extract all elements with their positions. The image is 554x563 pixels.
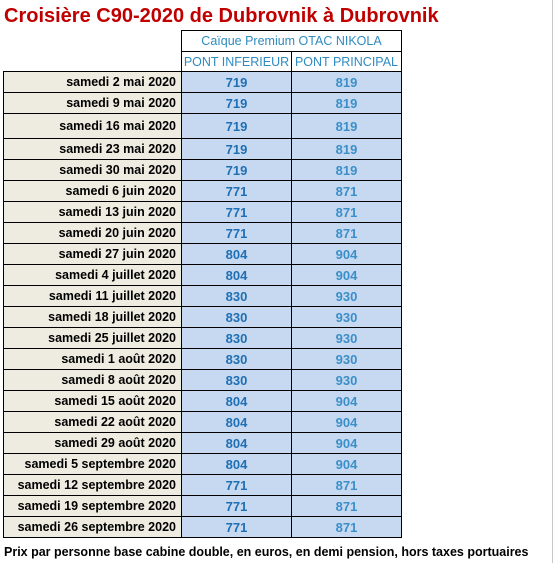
departure-date-cell: samedi 12 septembre 2020 [3,474,182,496]
table-row: samedi 2 mai 2020 719 819 [3,71,402,93]
footer-note: Prix par personne base cabine double, en… [4,545,529,559]
departure-date-cell: samedi 23 mai 2020 [3,138,182,160]
table-row: samedi 22 août 2020 804 904 [3,411,402,433]
price-main-deck-cell: 871 [291,180,402,202]
price-lower-deck-cell: 719 [181,92,292,114]
price-main-deck-cell: 871 [291,495,402,517]
departure-date-cell: samedi 16 mai 2020 [3,113,182,139]
table-row: samedi 11 juillet 2020 830 930 [3,285,402,307]
departure-date-cell: samedi 2 mai 2020 [3,71,182,93]
price-main-deck-cell: 871 [291,516,402,538]
table-row: samedi 27 juin 2020 804 904 [3,243,402,265]
price-lower-deck-cell: 804 [181,411,292,433]
departure-date-cell: samedi 26 septembre 2020 [3,516,182,538]
departure-date-cell: samedi 29 août 2020 [3,432,182,454]
departure-date-cell: samedi 30 mai 2020 [3,159,182,181]
table-row: samedi 23 mai 2020 719 819 [3,138,402,160]
table-row: samedi 20 juin 2020 771 871 [3,222,402,244]
departure-date-cell: samedi 22 août 2020 [3,411,182,433]
departure-date-cell: samedi 13 juin 2020 [3,201,182,223]
departure-date-cell: samedi 9 mai 2020 [3,92,182,114]
departure-date-cell: samedi 11 juillet 2020 [3,285,182,307]
table-row: samedi 13 juin 2020 771 871 [3,201,402,223]
table-row: samedi 30 mai 2020 719 819 [3,159,402,181]
price-main-deck-cell: 904 [291,390,402,412]
price-lower-deck-cell: 830 [181,348,292,370]
page-title: Croisière C90-2020 de Dubrovnik à Dubrov… [4,5,439,27]
price-lower-deck-cell: 771 [181,474,292,496]
price-lower-deck-cell: 771 [181,222,292,244]
departure-date-cell: samedi 15 août 2020 [3,390,182,412]
price-lower-deck-cell: 830 [181,327,292,349]
price-table: Caïque Premium OTAC NIKOLA PONT INFERIEU… [3,30,402,538]
price-main-deck-cell: 930 [291,369,402,391]
table-row: samedi 26 septembre 2020 771 871 [3,516,402,538]
price-main-deck-cell: 904 [291,411,402,433]
price-main-deck-cell: 904 [291,243,402,265]
departure-date-cell: samedi 19 septembre 2020 [3,495,182,517]
price-main-deck-cell: 871 [291,474,402,496]
price-main-deck-cell: 904 [291,264,402,286]
departure-date-cell: samedi 8 août 2020 [3,369,182,391]
price-lower-deck-cell: 804 [181,264,292,286]
table-row: samedi 5 septembre 2020 804 904 [3,453,402,475]
departure-date-cell: samedi 1 août 2020 [3,348,182,370]
departure-date-cell: samedi 18 juillet 2020 [3,306,182,328]
price-lower-deck-cell: 719 [181,113,292,139]
price-main-deck-cell: 819 [291,71,402,93]
price-lower-deck-cell: 719 [181,159,292,181]
table-row: samedi 1 août 2020 830 930 [3,348,402,370]
price-main-deck-cell: 904 [291,453,402,475]
column-header-lower-deck: PONT INFERIEUR [181,51,292,72]
price-lower-deck-cell: 830 [181,285,292,307]
table-row: samedi 6 juin 2020 771 871 [3,180,402,202]
price-lower-deck-cell: 804 [181,243,292,265]
price-lower-deck-cell: 771 [181,516,292,538]
table-row: samedi 9 mai 2020 719 819 [3,92,402,114]
table-row: samedi 15 août 2020 804 904 [3,390,402,412]
price-main-deck-cell: 819 [291,159,402,181]
price-main-deck-cell: 819 [291,113,402,139]
table-row: samedi 19 septembre 2020 771 871 [3,495,402,517]
table-row: samedi 29 août 2020 804 904 [3,432,402,454]
price-main-deck-cell: 871 [291,201,402,223]
departure-date-cell: samedi 27 juin 2020 [3,243,182,265]
price-main-deck-cell: 819 [291,138,402,160]
table-row: samedi 4 juillet 2020 804 904 [3,264,402,286]
header-spacer [3,30,182,52]
departure-date-cell: samedi 25 juillet 2020 [3,327,182,349]
price-main-deck-cell: 930 [291,327,402,349]
departure-date-cell: samedi 6 juin 2020 [3,180,182,202]
price-lower-deck-cell: 771 [181,201,292,223]
table-row: samedi 16 mai 2020 719 819 [3,113,402,139]
table-row: samedi 25 juillet 2020 830 930 [3,327,402,349]
sheet-gridline [552,0,553,563]
price-lower-deck-cell: 719 [181,71,292,93]
price-main-deck-cell: 930 [291,348,402,370]
price-lower-deck-cell: 771 [181,180,292,202]
table-row: samedi 18 juillet 2020 830 930 [3,306,402,328]
header-spacer [3,51,182,72]
price-main-deck-cell: 871 [291,222,402,244]
price-main-deck-cell: 819 [291,92,402,114]
price-lower-deck-cell: 830 [181,306,292,328]
price-lower-deck-cell: 804 [181,453,292,475]
price-lower-deck-cell: 719 [181,138,292,160]
price-lower-deck-cell: 804 [181,432,292,454]
price-lower-deck-cell: 771 [181,495,292,517]
price-main-deck-cell: 904 [291,432,402,454]
price-lower-deck-cell: 804 [181,390,292,412]
ship-name-header: Caïque Premium OTAC NIKOLA [181,30,402,52]
column-header-main-deck: PONT PRINCIPAL [291,51,402,72]
departure-date-cell: samedi 20 juin 2020 [3,222,182,244]
price-main-deck-cell: 930 [291,306,402,328]
departure-date-cell: samedi 4 juillet 2020 [3,264,182,286]
departure-date-cell: samedi 5 septembre 2020 [3,453,182,475]
price-lower-deck-cell: 830 [181,369,292,391]
price-main-deck-cell: 930 [291,285,402,307]
table-row: samedi 8 août 2020 830 930 [3,369,402,391]
table-row: samedi 12 septembre 2020 771 871 [3,474,402,496]
